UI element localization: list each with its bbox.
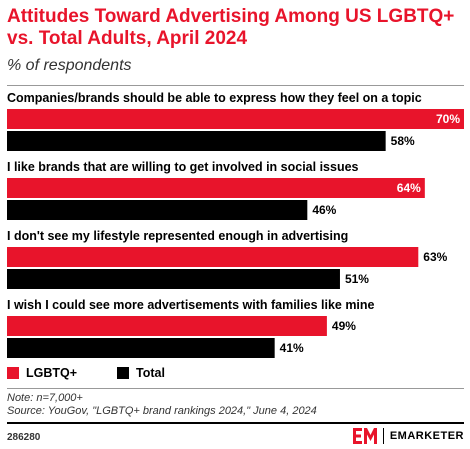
bar-lgbtq	[7, 109, 464, 129]
data-label: 63%	[423, 250, 447, 264]
logo-divider	[382, 428, 384, 444]
bar-total	[7, 338, 275, 358]
bottom-rule	[7, 422, 464, 424]
note-text: Note: n=7,000+	[7, 392, 83, 404]
bar-total	[7, 131, 386, 151]
footer-divider	[7, 388, 464, 389]
chart-title: Attitudes Toward Advertising Among US LG…	[7, 6, 455, 49]
em-logo-icon	[352, 428, 377, 444]
data-label: 70%	[436, 112, 460, 126]
chart-id: 286280	[7, 432, 41, 443]
data-label: 41%	[280, 341, 304, 355]
data-label: 46%	[312, 203, 336, 217]
data-label: 58%	[391, 134, 415, 148]
legend-swatch-lgbtq	[7, 367, 19, 379]
legend-item-total: Total	[117, 366, 165, 380]
category-label: I don't see my lifestyle represented eno…	[7, 229, 348, 243]
footnote: Note: n=7,000+ Source: YouGov, "LGBTQ+ b…	[7, 392, 317, 418]
emarketer-logo: EMARKETER	[352, 428, 464, 444]
legend-label-lgbtq: LGBTQ+	[26, 366, 78, 380]
category-label: I like brands that are willing to get in…	[7, 160, 359, 174]
brand-name: EMARKETER	[389, 430, 464, 442]
bar-total	[7, 200, 308, 220]
legend-item-lgbtq: LGBTQ+	[7, 366, 77, 380]
category-label: Companies/brands should be able to expre…	[7, 91, 422, 105]
legend-label-total: Total	[136, 366, 165, 380]
bar-lgbtq	[7, 316, 327, 336]
legend: LGBTQ+ Total	[7, 366, 205, 380]
chart-subtitle: % of respondents	[7, 57, 132, 74]
data-label: 49%	[332, 319, 356, 333]
legend-swatch-total	[117, 367, 130, 379]
source-text: Source: YouGov, "LGBTQ+ brand rankings 2…	[7, 405, 317, 417]
data-label: 64%	[397, 181, 421, 195]
bar-lgbtq	[7, 247, 419, 267]
category-label: I wish I could see more advertisements w…	[7, 298, 375, 312]
data-label: 51%	[345, 272, 369, 286]
header-divider	[7, 85, 464, 86]
bar-total	[7, 269, 340, 289]
bar-lgbtq	[7, 178, 425, 198]
bar-chart: Companies/brands should be able to expre…	[7, 91, 464, 358]
